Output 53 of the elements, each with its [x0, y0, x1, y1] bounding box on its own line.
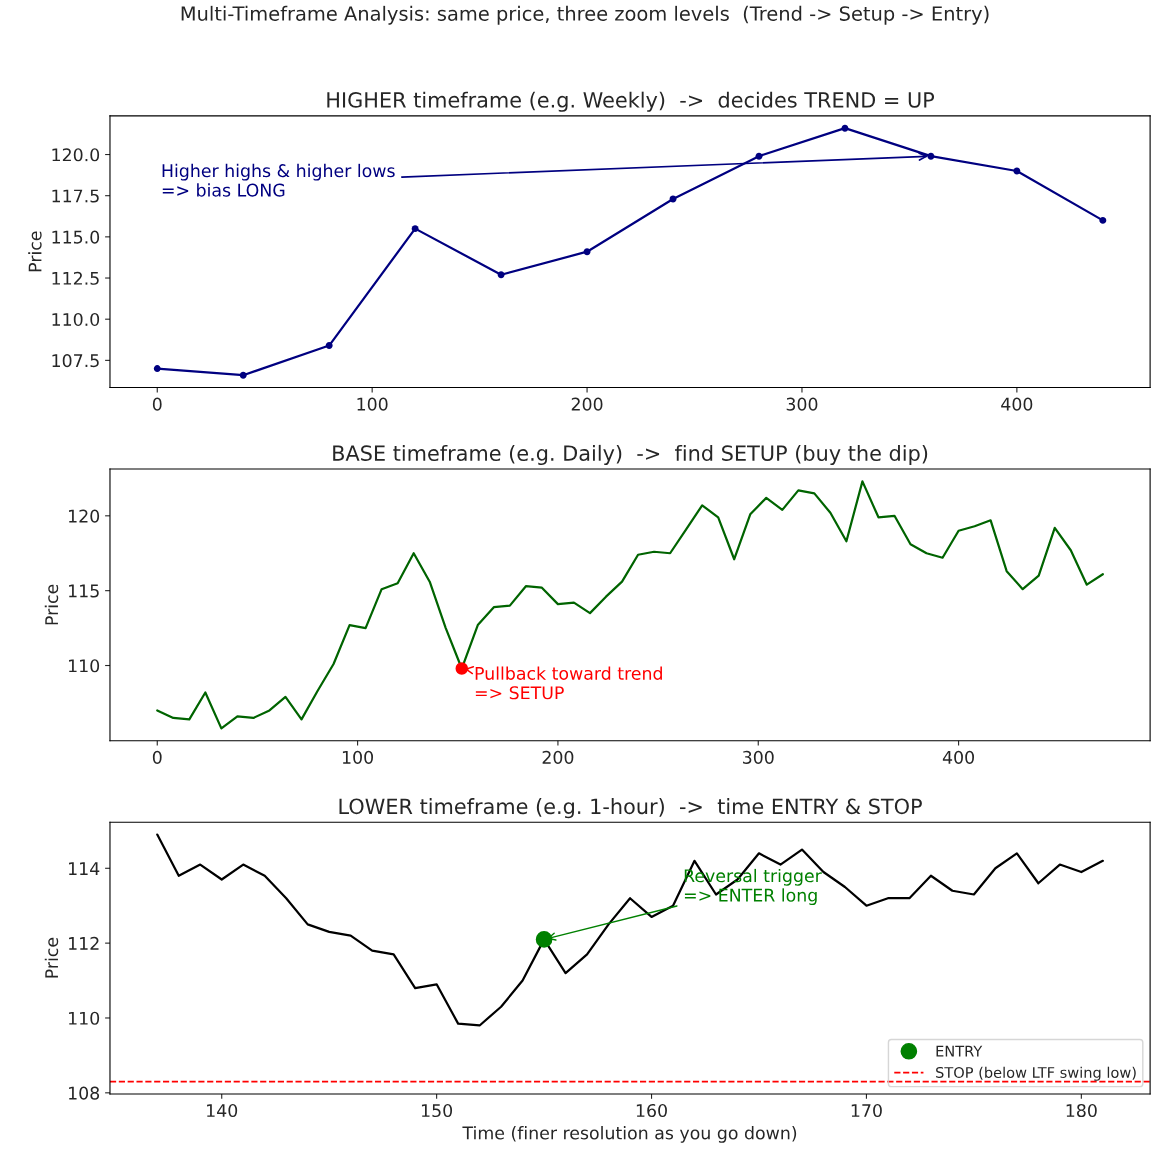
y-axis-title: Price [44, 937, 59, 978]
legend-label: ENTRY [936, 1045, 983, 1057]
annotation: Pullback toward trend => SETUP [475, 666, 662, 700]
line-series [156, 833, 1104, 1027]
x-tick-label: 170 [851, 1103, 882, 1118]
x-tick-label: 160 [636, 1103, 667, 1118]
annotation: Higher highs & higher lows => bias LONG [162, 163, 395, 197]
x-tick-label: 300 [743, 750, 774, 764]
point [1013, 167, 1021, 175]
y-tick-label: 120.0 [52, 148, 100, 162]
y-tick-label: 110 [69, 1011, 100, 1025]
x-tick-label: 0 [152, 397, 162, 411]
point [841, 124, 849, 132]
point [325, 342, 333, 350]
point [411, 225, 419, 233]
point [927, 152, 935, 160]
y-tick-label: 110 [69, 659, 100, 673]
x-tick-label: 200 [542, 750, 574, 764]
point [755, 152, 763, 160]
y-tick-label: 107.5 [52, 354, 99, 368]
y-tick-label: 114 [69, 862, 100, 875]
y-tick-label: 115 [69, 584, 99, 598]
x-tick-label: 400 [942, 750, 975, 764]
x-tick-label: 200 [571, 397, 603, 411]
y-tick-label: 115.0 [52, 230, 100, 244]
x-tick-label: 180 [1066, 1103, 1097, 1118]
chart-title: BASE timeframe (e.g. Daily) -> find SETUP (buy the dip) [333, 444, 928, 466]
x-axis-title: Time (finer resolution as you go down) [462, 1126, 797, 1143]
y-tick-label: 120 [69, 509, 100, 523]
x-tick-label: 0 [152, 750, 162, 764]
y-tick-label: 112 [69, 936, 99, 950]
x-tick-label: 400 [1001, 397, 1033, 411]
x-tick-label: 140 [207, 1103, 238, 1118]
y-axis-title: Price [44, 584, 59, 625]
point [583, 248, 591, 256]
point [239, 371, 247, 379]
y-axis-title: Price [28, 231, 42, 272]
ref-line-label: STOP (below LTF swing low) [936, 1066, 1136, 1081]
y-tick-label: 110.0 [52, 312, 100, 327]
chart-title: HIGHER timeframe (e.g. Weekly) -> decides TREND = UP [327, 91, 935, 112]
chart-title: LOWER timeframe (e.g. 1-hour) -> time ENTRY & STOP [339, 798, 922, 819]
x-tick-label: 300 [786, 397, 818, 411]
line-series [156, 480, 1104, 730]
x-tick-label: 100 [357, 397, 388, 411]
y-tick-label: 117.5 [52, 189, 99, 203]
point [153, 365, 161, 373]
y-tick-label: 112.5 [52, 271, 99, 285]
text: Multi-Timeframe Analysis: same price, three zoom levels (Trend -> Setup -> Entry) [181, 5, 989, 25]
point [1099, 216, 1107, 224]
x-tick-label: 100 [342, 750, 374, 764]
y-tick-label: 108 [69, 1086, 100, 1100]
point [497, 271, 505, 279]
x-tick-label: 150 [421, 1103, 453, 1118]
